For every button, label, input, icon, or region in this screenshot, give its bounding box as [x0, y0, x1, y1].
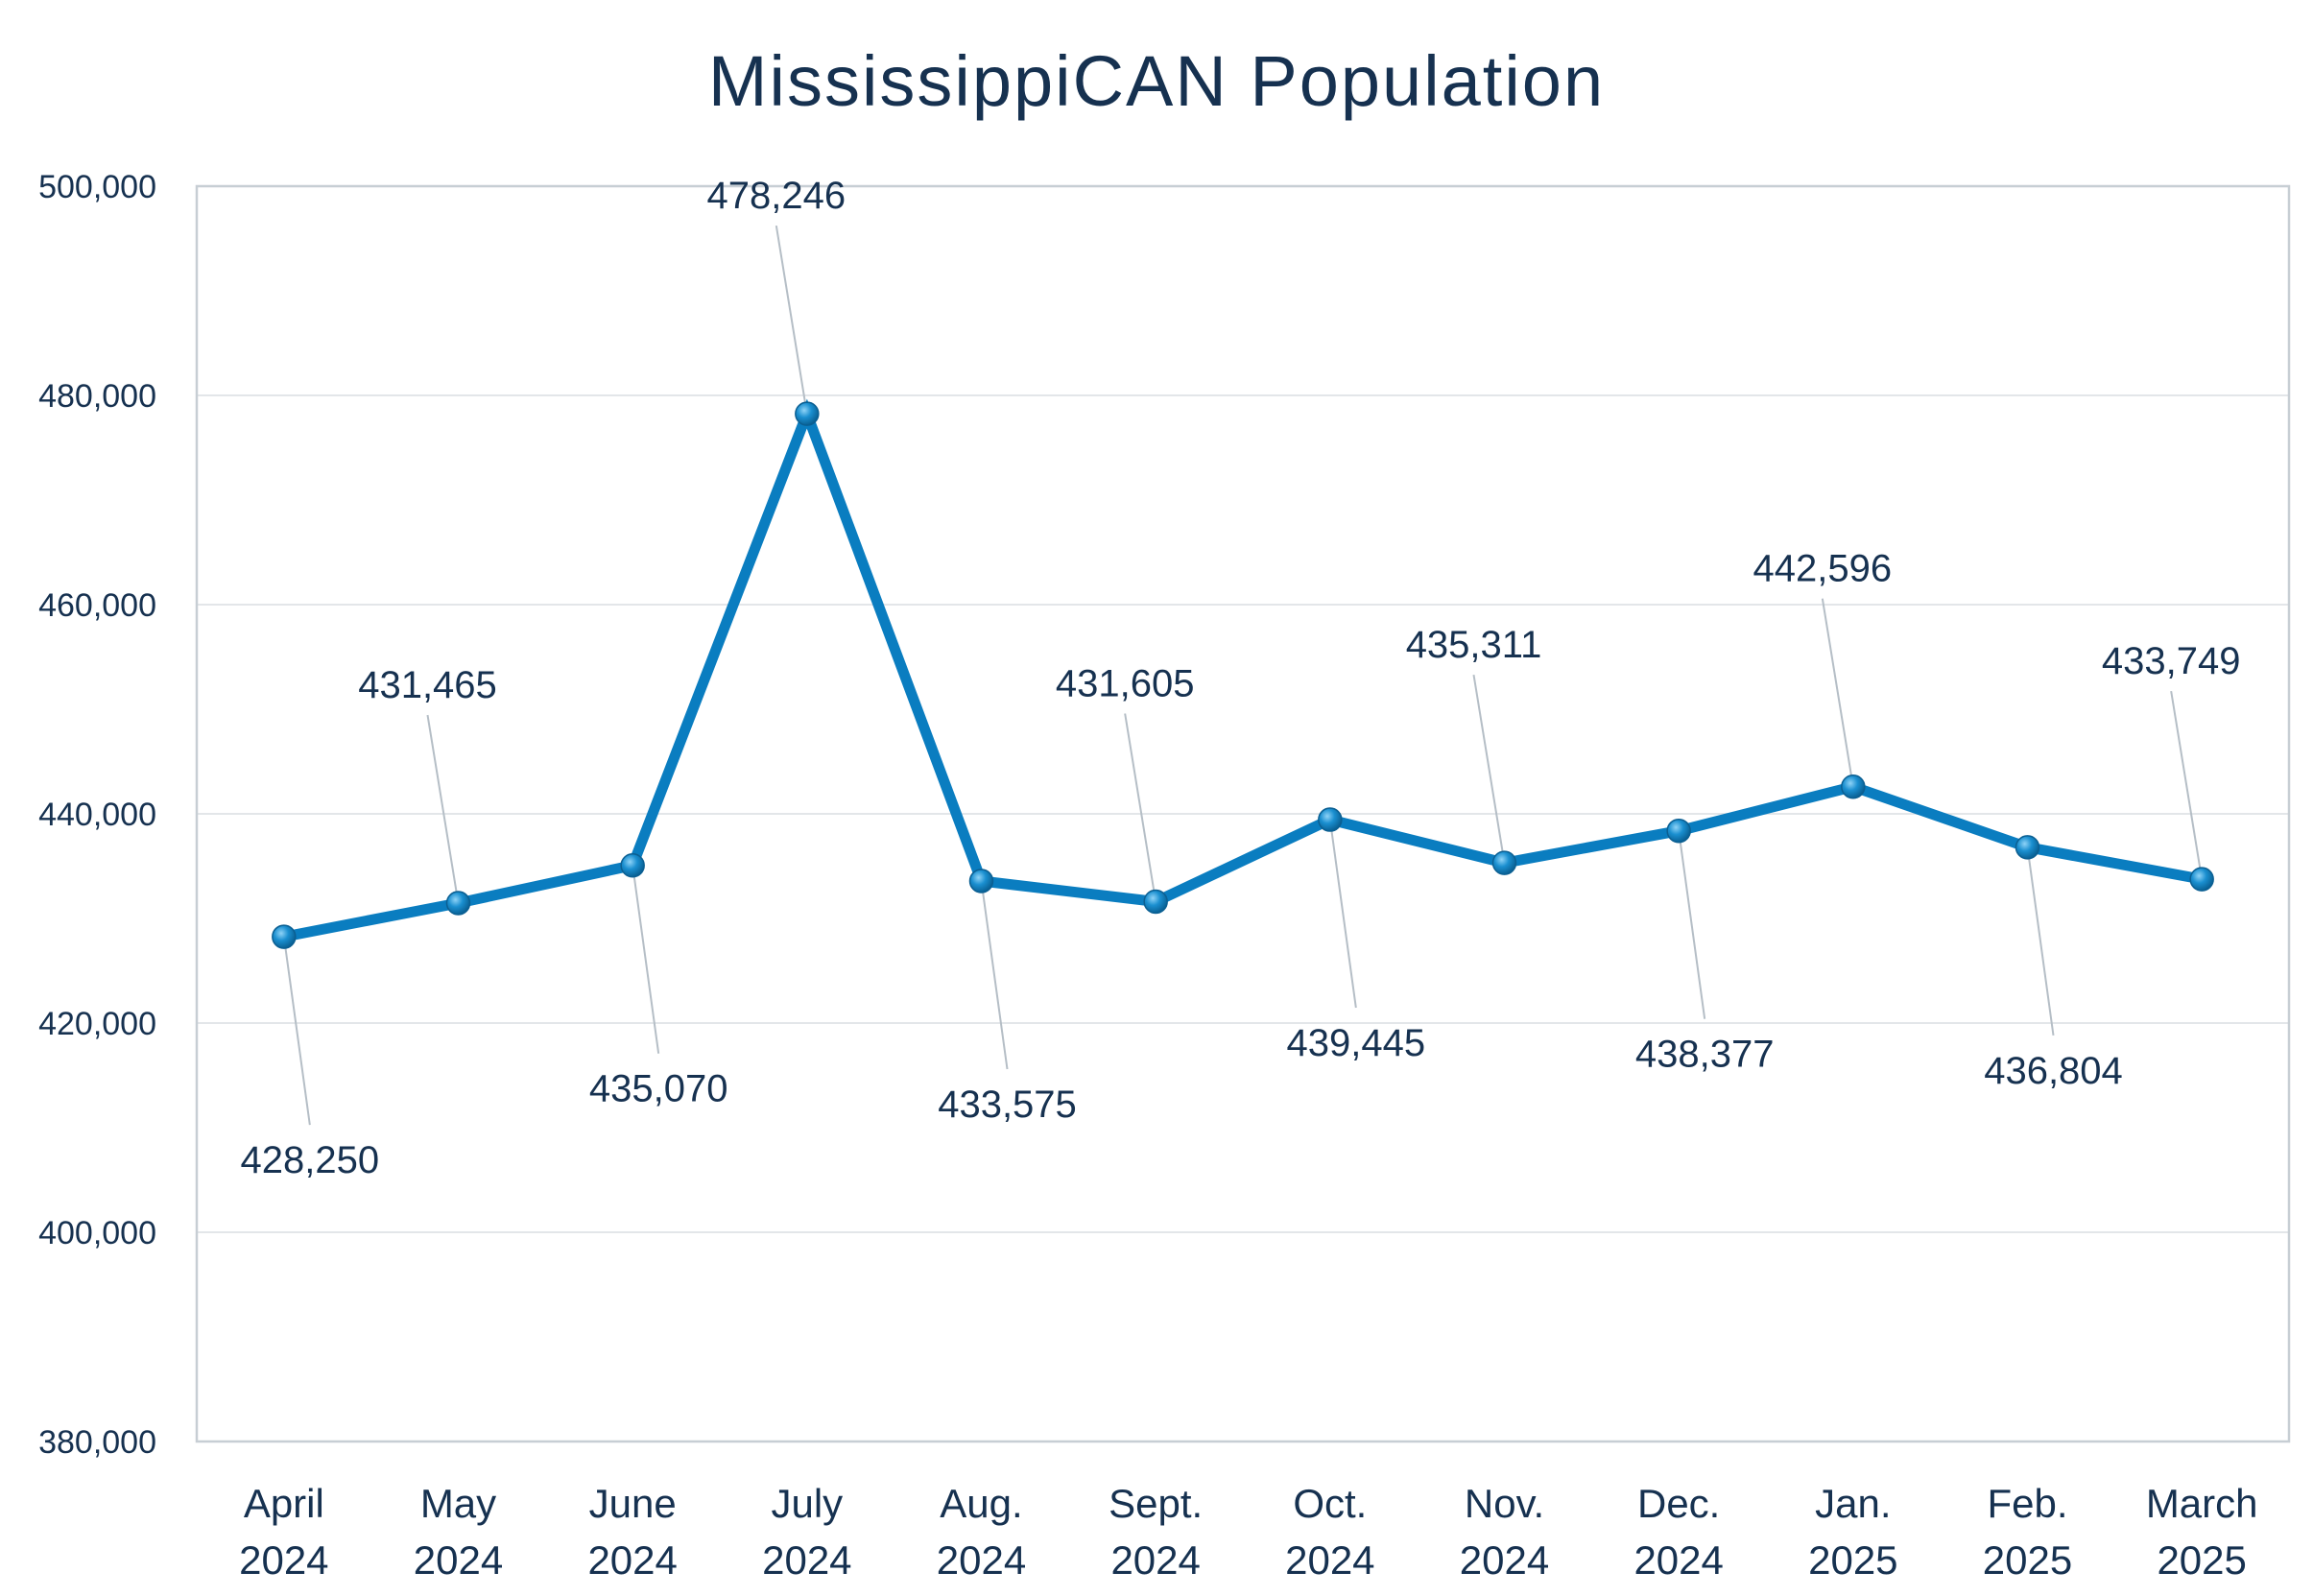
leader-line [775, 225, 808, 415]
leader-line [1678, 830, 1706, 1019]
data-label: 431,605 [1056, 663, 1195, 705]
data-point-marker [1841, 774, 1866, 799]
y-tick-label: 460,000 [38, 587, 156, 624]
x-tick-label-year: 2024 [1460, 1537, 1549, 1583]
x-tick-label-year: 2024 [587, 1537, 677, 1583]
leader-line [1821, 598, 1854, 787]
chart-title: MississippiCAN Population [707, 41, 1606, 121]
x-tick-label-year: 2025 [1808, 1537, 1897, 1583]
data-point-marker [2015, 835, 2040, 860]
y-tick-label: 500,000 [38, 169, 156, 205]
leader-line [2026, 846, 2055, 1036]
series-line-layer [278, 398, 2207, 942]
x-tick-label-year: 2024 [762, 1537, 851, 1583]
data-label: 435,311 [1406, 624, 1542, 666]
plot-border [195, 184, 2291, 1443]
x-tick-label-year: 2024 [414, 1537, 503, 1583]
data-label: 436,804 [1984, 1050, 2123, 1092]
data-point-marker [795, 401, 820, 426]
leader-lines [282, 225, 2204, 1126]
data-label: 435,070 [589, 1068, 728, 1110]
y-axis-ticks: 380,000 400,000 420,000 440,000 460,000 480,0… [38, 169, 156, 1461]
x-tick-label-year: 2025 [2157, 1537, 2246, 1583]
x-tick-label-month: Feb. [1987, 1481, 2067, 1526]
x-tick-label-month: March [2146, 1481, 2258, 1526]
x-tick-label-month: Oct. [1293, 1481, 1367, 1526]
data-point-marker [2189, 867, 2214, 892]
data-markers [272, 401, 2214, 949]
x-tick-label-month: Sept. [1109, 1481, 1203, 1526]
data-labels: 428,250 431,465 435,070 478,246 433,575 431,6… [241, 175, 2241, 1181]
x-tick-label-year: 2024 [1285, 1537, 1374, 1583]
leader-line [632, 865, 660, 1054]
data-label: 431,465 [358, 664, 497, 706]
data-label: 428,250 [241, 1139, 380, 1181]
leader-line [2170, 690, 2204, 880]
data-point-marker [968, 869, 994, 893]
y-tick-label: 420,000 [38, 1006, 156, 1042]
data-point-marker [1666, 818, 1691, 844]
data-label: 442,596 [1753, 548, 1893, 590]
y-tick-label: 480,000 [38, 378, 156, 415]
x-tick-label-year: 2024 [1633, 1537, 1723, 1583]
data-label: 433,575 [938, 1084, 1077, 1126]
y-tick-label: 440,000 [38, 797, 156, 833]
x-tick-label-month: Jan. [1815, 1481, 1891, 1526]
leader-line [1328, 819, 1357, 1009]
x-tick-label-month: July [771, 1481, 843, 1526]
plot-frame [195, 184, 2291, 1443]
leader-line [1472, 674, 1506, 864]
x-tick-label-month: April [244, 1481, 324, 1526]
data-point-marker [272, 924, 297, 949]
leader-line [1124, 713, 1157, 902]
x-tick-label-year: 2024 [1110, 1537, 1200, 1583]
data-point-marker [445, 891, 471, 916]
y-tick-label: 380,000 [38, 1424, 156, 1461]
x-tick-label-year: 2025 [1983, 1537, 2072, 1583]
x-tick-label-month: Aug. [940, 1481, 1022, 1526]
data-label: 438,377 [1635, 1034, 1775, 1076]
x-tick-label-month: May [420, 1481, 496, 1526]
leader-line [282, 936, 311, 1126]
data-point-marker [1143, 889, 1168, 915]
data-point-marker [620, 852, 645, 878]
x-tick-label-year: 2024 [937, 1537, 1026, 1583]
x-tick-label-year: 2024 [239, 1537, 328, 1583]
series-line [278, 398, 2207, 942]
data-label: 478,246 [707, 175, 847, 217]
x-tick-label-month: June [589, 1481, 677, 1526]
data-label: 439,445 [1287, 1022, 1426, 1064]
x-tick-label-month: Dec. [1637, 1481, 1720, 1526]
x-tick-label-month: Nov. [1465, 1481, 1544, 1526]
grid-lines [197, 394, 2289, 1233]
data-point-marker [1318, 807, 1343, 832]
leader-line [426, 714, 460, 904]
x-axis-ticks: April 2024 May 2024 June 2024 July 2024 Aug. 2024… [239, 1481, 2257, 1583]
leader-line [980, 880, 1009, 1070]
y-tick-label: 400,000 [38, 1215, 156, 1251]
data-label: 433,749 [2102, 640, 2241, 682]
data-point-marker [1491, 850, 1517, 875]
